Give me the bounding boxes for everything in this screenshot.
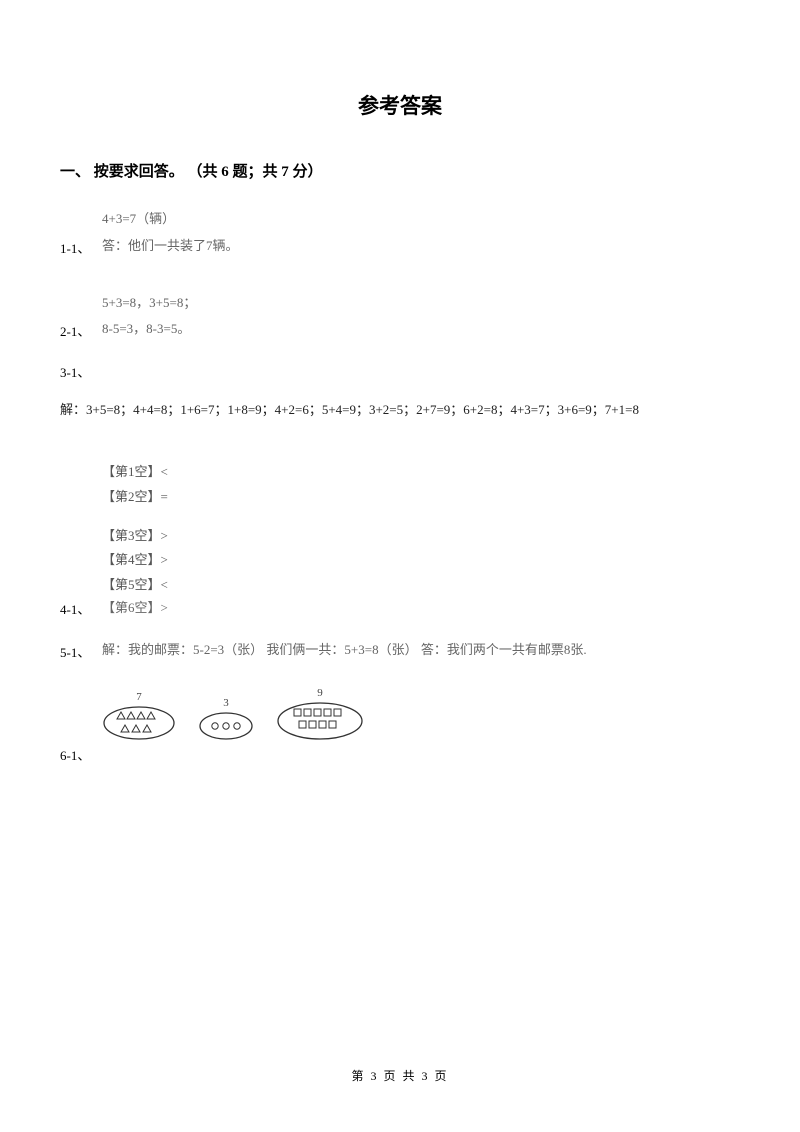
q6-ovals: 7 3	[102, 687, 740, 741]
oval-circles-icon	[198, 711, 254, 741]
oval-2-num: 3	[223, 697, 229, 709]
q1-row: 1-1、 答：他们一共装了7辆。	[60, 236, 740, 257]
q4-blank-5: 【第5空】<	[102, 573, 740, 598]
q4-blank-4: 【第4空】>	[102, 548, 740, 573]
q4-number: 4-1、	[60, 599, 102, 618]
oval-triangles-icon	[102, 705, 176, 741]
page-footer: 第 3 页 共 3 页	[0, 1067, 800, 1084]
q4-blank-6: 【第6空】>	[102, 598, 168, 619]
oval-3: 9	[276, 687, 364, 741]
q2-row: 2-1、 8-5=3，8-3=5。	[60, 319, 740, 340]
q1-line1: 4+3=7（辆）	[102, 209, 740, 230]
q4-blank-2: 【第2空】=	[102, 485, 740, 510]
oval-3-num: 9	[317, 687, 323, 699]
q5-number: 5-1、	[60, 642, 102, 661]
page: 参考答案 一、 按要求回答。 （共 6 题；共 7 分） 4+3=7（辆） 1-…	[0, 0, 800, 1132]
q4-blank-1: 【第1空】<	[102, 460, 740, 485]
oval-squares-icon	[276, 701, 364, 741]
q4-row: 4-1、 【第6空】>	[60, 598, 740, 619]
q5-row: 5-1、 解：我的邮票：5-2=3（张） 我们俩一共：5+3=8（张） 答：我们…	[60, 640, 740, 661]
q6-row: 6-1、	[60, 745, 740, 764]
q6-number: 6-1、	[60, 745, 102, 764]
q1-line2: 答：他们一共装了7辆。	[102, 236, 239, 257]
q2-number: 2-1、	[60, 321, 102, 340]
q2-line2: 8-5=3，8-3=5。	[102, 319, 190, 340]
q2-line1: 5+3=8，3+5=8；	[102, 293, 740, 314]
oval-1: 7	[102, 691, 176, 741]
oval-1-num: 7	[136, 691, 142, 703]
q3-number: 3-1、	[60, 362, 740, 381]
q4-blank-3: 【第3空】>	[102, 524, 740, 549]
q5-text: 解：我的邮票：5-2=3（张） 我们俩一共：5+3=8（张） 答：我们两个一共有…	[102, 640, 587, 661]
q3-text: 解：3+5=8；4+4=8；1+6=7；1+8=9；4+2=6；5+4=9；3+…	[60, 399, 740, 418]
oval-2: 3	[198, 697, 254, 741]
page-title: 参考答案	[60, 90, 740, 120]
q1-number: 1-1、	[60, 238, 102, 257]
section-heading: 一、 按要求回答。 （共 6 题；共 7 分）	[60, 160, 740, 181]
